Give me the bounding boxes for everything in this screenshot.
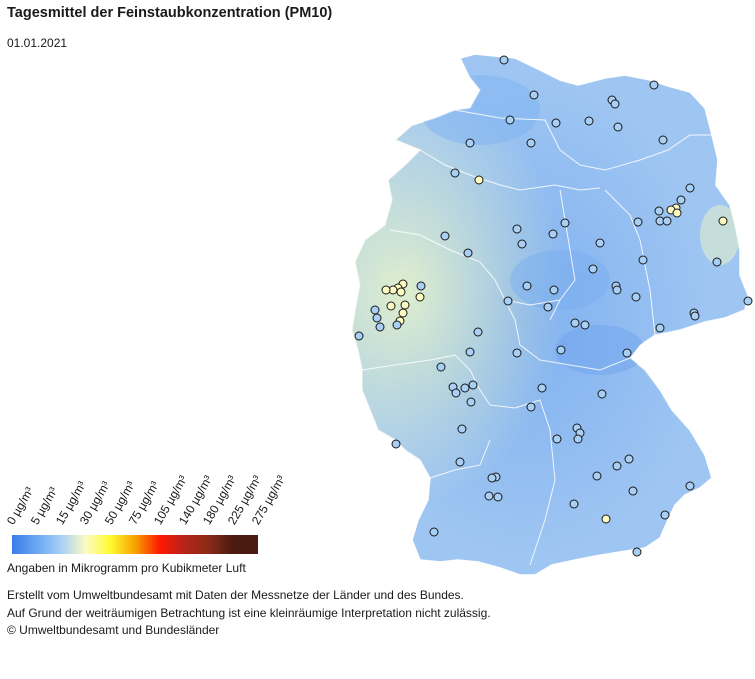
legend-color-segment (12, 535, 37, 554)
legend-unit-note: Angaben in Mikrogramm pro Kubikmeter Luf… (7, 561, 246, 575)
legend-color-segment (36, 535, 62, 554)
concentration-field (352, 54, 748, 575)
footer-disclaimer-line: Auf Grund der weiträumigen Betrachtung i… (7, 605, 491, 620)
state-borders (361, 109, 712, 566)
legend-colorbar (12, 535, 258, 554)
footer: Erstellt vom Umweltbundesamt mit Daten d… (7, 587, 491, 640)
map-date: 01.01.2021 (7, 36, 68, 50)
legend-color-segment (208, 535, 234, 554)
map-title: Tagesmittel der Feinstaubkonzentration (… (7, 5, 333, 21)
legend-color-segment (159, 535, 185, 554)
legend-color-segment (184, 535, 209, 554)
legend-color-segment (85, 535, 111, 554)
legend-color-segment (233, 535, 258, 554)
legend-color-segment (134, 535, 160, 554)
legend-color-segment (61, 535, 86, 554)
legend-tick-labels: 0 µg/m³ 5 µg/m³ 15 µg/m³ 30 µg/m³ 50 µg/… (0, 455, 300, 533)
footer-source-line: Erstellt vom Umweltbundesamt mit Daten d… (7, 588, 464, 602)
legend-color-segment (110, 535, 135, 554)
footer-copyright-line: © Umweltbundesamt und Bundesländer (7, 623, 220, 637)
germany-map (351, 53, 753, 576)
station-markers (354, 55, 753, 557)
